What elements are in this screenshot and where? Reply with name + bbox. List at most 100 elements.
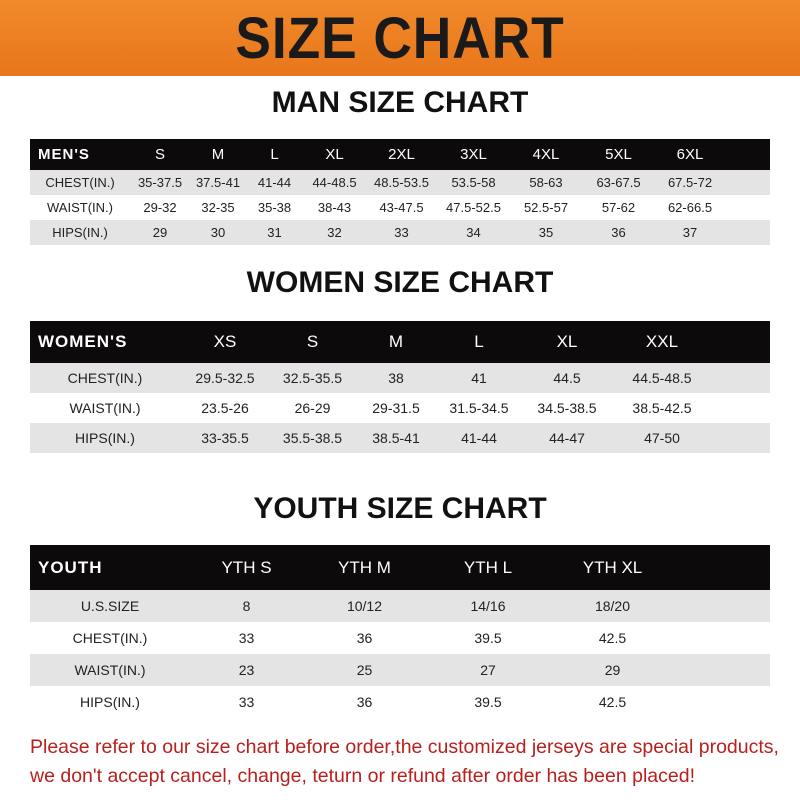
table-row: HIPS(IN.) 29 30 31 32 33 34 35 36 37 xyxy=(30,220,770,245)
row-label: HIPS(IN.) xyxy=(30,423,180,453)
table-row: HIPS(IN.) 33 36 39.5 42.5 xyxy=(30,686,770,718)
table-row: HIPS(IN.) 33-35.5 35.5-38.5 38.5-41 41-44 44-… xyxy=(30,423,770,453)
cell-value: 35.5-38.5 xyxy=(270,423,355,453)
table-row: WAIST(IN.) 23 25 27 29 xyxy=(30,654,770,686)
cell-value: 42.5 xyxy=(598,694,627,710)
size-header: S xyxy=(130,139,190,170)
cell-value: 31.5-34.5 xyxy=(449,400,509,416)
size-header: 2XL xyxy=(366,139,437,170)
size-header: 4XL xyxy=(510,139,582,170)
table-label: MEN'S xyxy=(30,139,130,170)
cell-value: 33 xyxy=(238,630,255,646)
cell-value: 44-48.5 xyxy=(303,170,366,195)
cell-value: 44.5-48.5 xyxy=(613,363,711,393)
cell-value: 33-35.5 xyxy=(180,423,270,453)
cell-value: 35-37.5 xyxy=(130,170,190,195)
row-label: U.S.SIZE xyxy=(30,590,190,622)
policy-note-line-2: we don't accept cancel, change, teturn o… xyxy=(30,765,695,787)
cell-value: 37.5-41 xyxy=(190,170,246,195)
cell-value: 29-31.5 xyxy=(372,400,420,416)
youth-section-title: YOUTH SIZE CHART xyxy=(253,492,547,525)
cell-value: 53.5-58 xyxy=(437,170,510,195)
row-label: WAIST(IN.) xyxy=(69,400,141,416)
cell-value: 14/16 xyxy=(426,590,550,622)
cell-value: 41 xyxy=(437,363,521,393)
row-label: CHEST(IN.) xyxy=(30,170,130,195)
cell-value: 8 xyxy=(190,590,303,622)
cell-value: 52.5-57 xyxy=(523,200,569,215)
banner-title: SIZE CHART xyxy=(235,5,565,71)
cell-value: 44-47 xyxy=(521,423,613,453)
table-label: WOMEN'S xyxy=(30,321,180,363)
cell-value: 25 xyxy=(303,654,426,686)
size-header: XS xyxy=(180,321,270,363)
row-label: HIPS(IN.) xyxy=(30,220,130,245)
cell-value: 38-43 xyxy=(317,200,352,215)
cell-value: 38.5-42.5 xyxy=(632,400,692,416)
table-row: CHEST(IN.) 35-37.5 37.5-41 41-44 44-48.5 48.5… xyxy=(30,170,770,195)
cell-value: 42.5 xyxy=(598,630,627,646)
size-header: YTH L xyxy=(426,545,550,590)
cell-value: 36 xyxy=(356,630,373,646)
size-header: 3XL xyxy=(437,139,510,170)
cell-value: 36 xyxy=(356,694,373,710)
cell-value: 47.5-52.5 xyxy=(446,200,501,215)
header-row: YOUTH YTH S YTH M YTH L YTH XL xyxy=(30,545,770,590)
header-row: WOMEN'S XS S M L XL XXL xyxy=(30,321,770,363)
cell-value: 57-62 xyxy=(601,200,636,215)
table-row: WAIST(IN.) 23.5-26 26-29 29-31.5 31.5-34.5 34… xyxy=(30,393,770,423)
cell-value: 29 xyxy=(130,220,190,245)
cell-value: 10/12 xyxy=(303,590,426,622)
size-header: YTH M xyxy=(303,545,426,590)
size-header: S xyxy=(270,321,355,363)
cell-value: 29 xyxy=(550,654,675,686)
size-header: YTH S xyxy=(190,545,303,590)
cell-value: 27 xyxy=(426,654,550,686)
header-row: MEN'S S M L XL 2XL 3XL 4XL 5XL 6XL xyxy=(30,139,770,170)
size-header: XL xyxy=(303,139,366,170)
cell-value: 30 xyxy=(190,220,246,245)
cell-value: 44.5 xyxy=(521,363,613,393)
cell-value: 34.5-38.5 xyxy=(537,400,597,416)
cell-value: 39.5 xyxy=(474,630,502,646)
size-header: M xyxy=(355,321,437,363)
cell-value: 38 xyxy=(355,363,437,393)
size-header: XXL xyxy=(613,321,711,363)
cell-value: 34 xyxy=(437,220,510,245)
cell-value: 38.5-41 xyxy=(355,423,437,453)
men-size-table: MEN'S S M L XL 2XL 3XL 4XL 5XL 6XL CHEST(IN.) 35-37… xyxy=(30,139,770,245)
row-label: CHEST(IN.) xyxy=(72,630,148,646)
size-header: 5XL xyxy=(582,139,655,170)
men-section-title: MAN SIZE CHART xyxy=(271,86,529,119)
cell-value: 58-63 xyxy=(510,170,582,195)
cell-value: 33 xyxy=(366,220,437,245)
youth-size-table: YOUTH YTH S YTH M YTH L YTH XL U.S.SIZE 8 10/12… xyxy=(30,545,770,718)
size-header: YTH XL xyxy=(550,545,675,590)
size-header: M xyxy=(190,139,246,170)
table-row: U.S.SIZE 8 10/12 14/16 18/20 xyxy=(30,590,770,622)
cell-value: 29.5-32.5 xyxy=(180,363,270,393)
row-label: CHEST(IN.) xyxy=(30,363,180,393)
cell-value: 33 xyxy=(238,694,255,710)
women-section-title: WOMEN SIZE CHART xyxy=(246,266,554,299)
cell-value: 32.5-35.5 xyxy=(270,363,355,393)
table-label: YOUTH xyxy=(30,545,190,590)
cell-value: 35-38 xyxy=(257,200,292,215)
cell-value: 23 xyxy=(190,654,303,686)
cell-value: 37 xyxy=(655,220,725,245)
cell-value: 62-66.5 xyxy=(667,200,713,215)
row-label: WAIST(IN.) xyxy=(47,200,113,215)
size-header: XL xyxy=(521,321,613,363)
size-header: L xyxy=(437,321,521,363)
cell-value: 41-44 xyxy=(246,170,303,195)
cell-value: 36 xyxy=(582,220,655,245)
table-row: CHEST(IN.) 29.5-32.5 32.5-35.5 38 41 44.5 44.5… xyxy=(30,363,770,393)
row-label: WAIST(IN.) xyxy=(30,654,190,686)
table-row: CHEST(IN.) 33 36 39.5 42.5 xyxy=(30,622,770,654)
size-header: 6XL xyxy=(655,139,725,170)
table-row: WAIST(IN.) 29-32 32-35 35-38 38-43 43-47.5 47.… xyxy=(30,195,770,220)
row-label: HIPS(IN.) xyxy=(80,694,140,710)
women-size-table: WOMEN'S XS S M L XL XXL CHEST(IN.) 29.5-32.5 32.5… xyxy=(30,321,770,453)
cell-value: 32-35 xyxy=(201,200,235,215)
banner: SIZE CHART xyxy=(0,0,800,76)
